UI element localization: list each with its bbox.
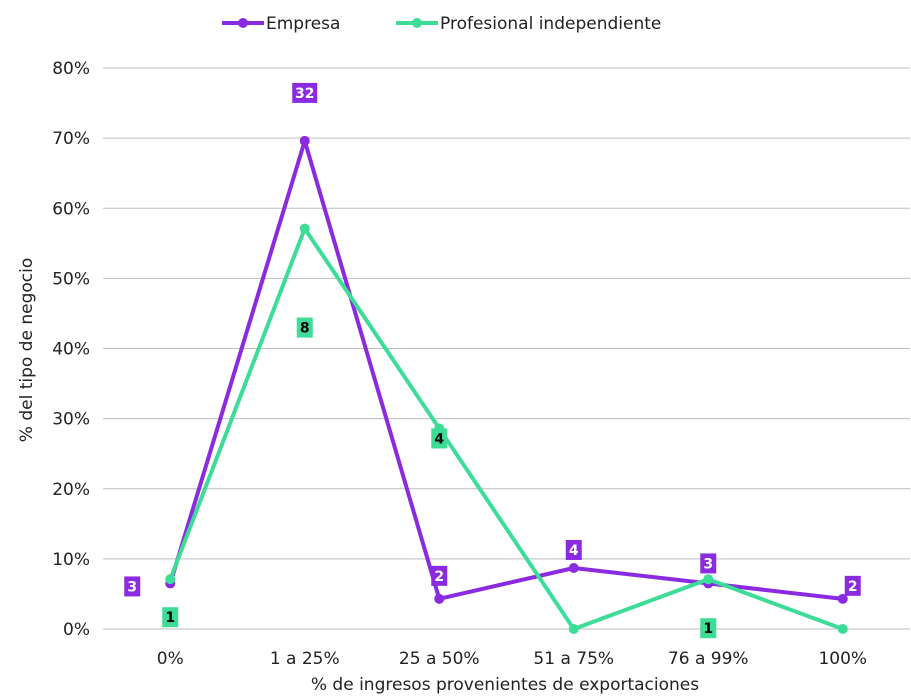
series-line (168, 226, 845, 631)
legend-marker (412, 18, 422, 28)
x-tick-label: 76 a 99% (668, 649, 749, 669)
legend-marker (238, 18, 248, 28)
data-label: 3 (700, 553, 717, 574)
y-tick-label: 0% (63, 620, 90, 640)
data-label: 3 (124, 576, 141, 597)
y-tick-label: 50% (52, 269, 90, 289)
data-label-text: 4 (434, 431, 444, 447)
legend-item: Empresa (222, 14, 340, 34)
y-tick-label: 60% (52, 199, 90, 219)
data-point (703, 574, 714, 585)
data-label: 4 (431, 428, 448, 449)
y-tick-label: 80% (52, 59, 90, 79)
data-label-text: 2 (434, 569, 444, 585)
data-label-text: 1 (703, 621, 713, 637)
data-point (568, 562, 579, 573)
data-label-bg (162, 607, 179, 628)
data-label: 1 (700, 618, 717, 639)
x-tick-label: 1 a 25% (270, 649, 340, 669)
data-label: 8 (296, 317, 313, 338)
data-label-text: 1 (165, 610, 175, 626)
gridlines (103, 67, 910, 630)
legend: Empresa Profesional independiente (222, 14, 661, 34)
x-tick-label: 25 a 50% (399, 649, 480, 669)
data-label-bg (292, 82, 318, 103)
x-tick-label: 100% (818, 649, 867, 669)
data-label-bg (565, 539, 582, 560)
y-axis-title: % del tipo de negocio (17, 258, 37, 442)
x-axis-ticks: 0% 1 a 25% 25 a 50% 51 a 75% 76 a 99% 100% (157, 649, 867, 669)
data-label: 2 (844, 575, 861, 596)
data-label-text: 3 (127, 579, 137, 595)
legend-label: Empresa (266, 14, 340, 34)
y-tick-label: 30% (52, 410, 90, 430)
y-axis-ticks: 0% 10% 20% 30% 40% 50% 60% 70% 80% (52, 59, 90, 640)
x-axis-title: % de ingresos provenientes de exportacio… (311, 675, 699, 695)
data-point (165, 574, 176, 585)
data-label: 4 (565, 539, 582, 560)
y-tick-label: 40% (52, 340, 90, 360)
data-point (837, 624, 848, 634)
data-label-bg (431, 428, 448, 449)
y-tick-label: 10% (52, 550, 90, 570)
data-label-bg (296, 317, 313, 338)
data-label-bg (431, 565, 448, 586)
data-label: 32 (292, 82, 318, 103)
data-label-text: 32 (295, 86, 314, 102)
data-point (299, 223, 310, 234)
data-label-text: 2 (848, 579, 858, 595)
data-label-bg (700, 553, 717, 574)
data-label-text: 3 (703, 556, 713, 572)
data-point (837, 593, 848, 604)
legend-item: Profesional independiente (396, 14, 661, 34)
data-label-text: 8 (300, 321, 310, 337)
data-point (568, 624, 579, 634)
data-label-bg (124, 576, 141, 597)
data-label-text: 4 (569, 543, 579, 559)
data-label: 1 (162, 607, 179, 628)
series-lines (165, 135, 848, 634)
data-point (299, 135, 310, 146)
x-tick-label: 0% (157, 649, 184, 669)
data-label-bg (844, 575, 861, 596)
data-point (434, 593, 445, 604)
x-tick-label: 51 a 75% (533, 649, 614, 669)
y-tick-label: 20% (52, 480, 90, 500)
data-label: 2 (431, 565, 448, 586)
data-label-bg (700, 618, 717, 639)
legend-label: Profesional independiente (440, 14, 661, 34)
y-tick-label: 70% (52, 129, 90, 149)
